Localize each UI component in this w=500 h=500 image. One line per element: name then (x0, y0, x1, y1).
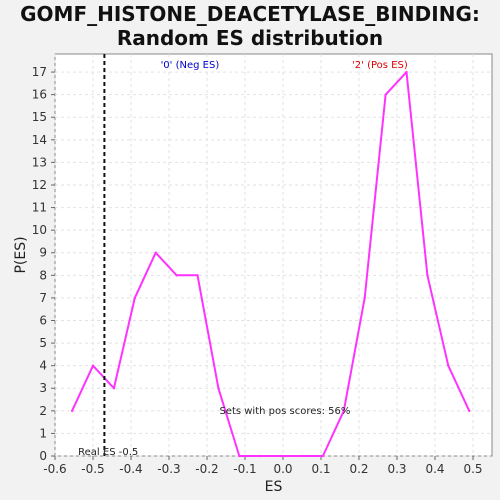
series-point (112, 387, 116, 390)
x-tick-label: 0.1 (311, 462, 330, 476)
series-point (70, 409, 74, 413)
chart-title-line1: GOMF_HISTONE_DEACETYLASE_BINDING: (20, 2, 480, 26)
series-point (217, 387, 220, 390)
series-point (133, 296, 136, 300)
x-tick-label: -0.5 (81, 462, 104, 476)
y-tick-label: 7 (39, 291, 47, 305)
pos-scores-label: Sets with pos scores: 56% (219, 406, 350, 417)
series-point (279, 454, 283, 458)
chart-title: GOMF_HISTONE_DEACETYLASE_BINDING: Random… (0, 2, 500, 50)
series-point (196, 274, 199, 277)
series-point (384, 93, 387, 96)
y-tick-label: 13 (32, 155, 47, 169)
series-point (426, 274, 429, 277)
series-point (363, 296, 366, 300)
plot-area (54, 53, 493, 457)
series-lines (70, 70, 471, 458)
x-tick-label: 0.5 (463, 462, 482, 476)
chart-title-line2: Random ES distribution (116, 26, 384, 50)
series-point (154, 251, 157, 254)
y-tick-label: 17 (32, 65, 47, 79)
series-point (342, 409, 345, 413)
x-tick-label: -0.3 (157, 462, 180, 476)
y-tick-label: 0 (39, 449, 47, 463)
y-tick-label: 6 (39, 313, 47, 327)
real-es-label: Real ES -0.5 (78, 447, 138, 458)
series-point (259, 454, 262, 458)
x-tick-label: 0.4 (425, 462, 444, 476)
x-tick-label: -0.4 (119, 462, 142, 476)
series-point (447, 364, 450, 367)
x-tick-label: 0.3 (387, 462, 406, 476)
series-point (405, 70, 408, 74)
series-point (321, 454, 325, 458)
y-tick-label: 12 (32, 178, 47, 192)
pos-es-label: '2' (Pos ES) (352, 60, 408, 71)
y-tick-label: 4 (39, 359, 47, 373)
y-tick-label: 3 (39, 381, 47, 395)
axis-ticks: -0.6 -0.5 -0.4 -0.3 -0.2 -0.1 0.0 0.1 0.2 0.3 0.4 0… (32, 65, 483, 476)
x-tick-label: 0.0 (273, 462, 292, 476)
y-tick-label: 15 (32, 110, 47, 124)
y-tick-label: 9 (39, 246, 47, 260)
y-tick-label: 8 (39, 268, 47, 282)
y-axis-label: P(ES) (13, 236, 29, 273)
series-point (300, 454, 304, 458)
series-point (238, 454, 241, 458)
y-tick-label: 10 (32, 223, 47, 237)
grid-lines (54, 54, 492, 457)
series-point (468, 409, 471, 413)
series-point (91, 364, 95, 367)
series-point (175, 274, 178, 277)
x-tick-label: -0.6 (43, 462, 66, 476)
neg-es-label: '0' (Neg ES) (161, 60, 220, 71)
y-tick-label: 1 (39, 426, 47, 440)
x-tick-label: 0.2 (349, 462, 368, 476)
series-line (71, 71, 471, 457)
y-tick-label: 2 (39, 404, 47, 418)
x-axis-label: ES (265, 479, 283, 495)
y-tick-label: 5 (39, 336, 47, 350)
y-tick-label: 16 (32, 88, 47, 102)
x-tick-label: -0.2 (195, 462, 218, 476)
y-tick-label: 11 (32, 201, 47, 215)
x-tick-label: -0.1 (233, 462, 256, 476)
y-tick-label: 14 (32, 133, 47, 147)
